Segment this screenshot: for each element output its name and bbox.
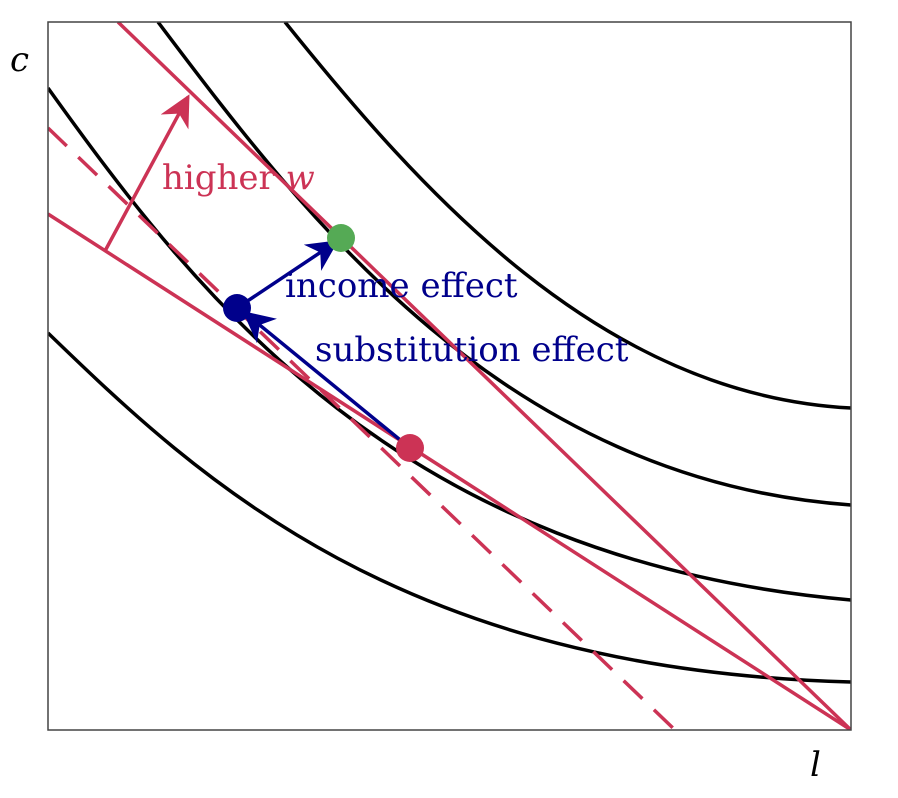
- budget-line-higher-wage: [116, 22, 851, 730]
- higher-w-variable: w: [285, 158, 315, 198]
- final-point: [327, 224, 355, 252]
- budget-line-original: [48, 212, 851, 730]
- indifference-curve-2: [48, 86, 851, 602]
- initial-point: [396, 434, 424, 462]
- higher-w-label: higher w: [162, 158, 315, 198]
- income-effect-arrow: [236, 240, 339, 310]
- indifference-curve-4: [283, 22, 851, 410]
- x-axis-label: l: [810, 745, 821, 785]
- budget-line-compensated: [48, 126, 677, 730]
- higher-w-arrow: [103, 94, 190, 252]
- substitution-effect-label: substitution effect: [315, 330, 629, 370]
- indifference-curve-1: [48, 331, 851, 684]
- income-effect-label: income effect: [285, 266, 518, 306]
- indifference-curve-3: [156, 22, 851, 507]
- higher-w-text: higher: [162, 158, 286, 198]
- substitution-point: [223, 294, 251, 322]
- plot-frame: [47, 21, 852, 731]
- y-axis-label: c: [10, 40, 30, 80]
- substitution-effect-arrow: [242, 311, 412, 450]
